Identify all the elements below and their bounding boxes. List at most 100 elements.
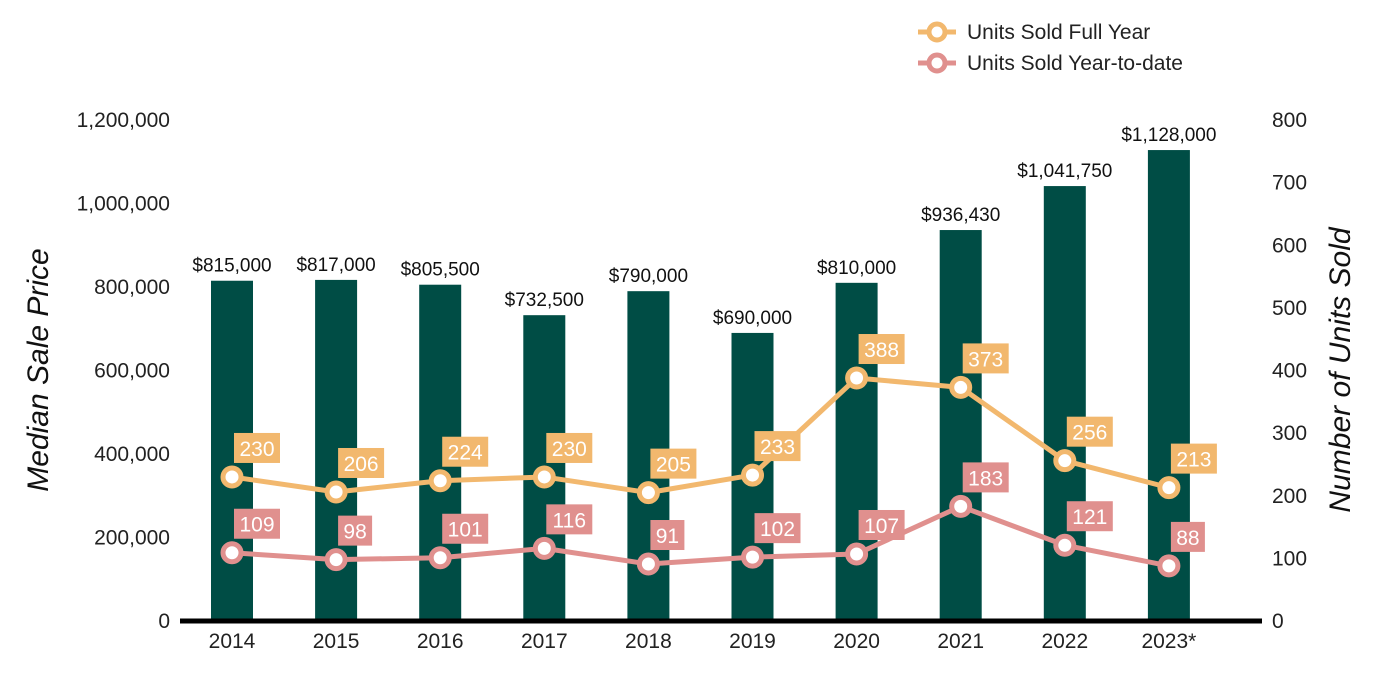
left-y-tick-label: 200,000 xyxy=(94,527,170,550)
data-label: 101 xyxy=(448,519,483,542)
right-y-tick-label: 100 xyxy=(1272,547,1307,570)
x-tick-label: 2017 xyxy=(521,630,568,653)
bar-value-label: $817,000 xyxy=(296,255,375,276)
data-label-box xyxy=(754,431,801,462)
data-point xyxy=(949,494,973,518)
legend: Units Sold Full Year Units Sold Year-to-d… xyxy=(918,21,1183,75)
data-point xyxy=(324,548,348,572)
x-tick-label: 2022 xyxy=(1041,630,1088,653)
bar-value-label: $936,430 xyxy=(921,205,1000,226)
left-y-axis: 0 200,000 400,000 600,000 800,000 1,000,000 1,… xyxy=(77,109,170,633)
data-point xyxy=(636,552,660,576)
data-label: 205 xyxy=(656,454,691,477)
data-label: 91 xyxy=(656,525,679,548)
x-tick-label: 2018 xyxy=(625,630,672,653)
data-point xyxy=(428,469,452,493)
x-tick-label: 2019 xyxy=(729,630,776,653)
data-label-box xyxy=(650,520,685,551)
data-label: 107 xyxy=(864,515,899,538)
data-point xyxy=(845,542,869,566)
data-label: 230 xyxy=(239,438,274,461)
legend-marker xyxy=(926,52,948,74)
data-point xyxy=(845,366,869,390)
data-point xyxy=(428,546,452,570)
data-label: 373 xyxy=(968,348,1003,371)
left-y-tick-label: 0 xyxy=(158,610,170,633)
bar xyxy=(939,230,982,622)
data-point xyxy=(532,536,556,560)
data-label-box xyxy=(650,448,697,479)
bar-value-labels: $815,000 $817,000 $805,500 $732,500 $790,000… xyxy=(192,125,1216,329)
data-label: 230 xyxy=(552,438,587,461)
bar-value-label: $815,000 xyxy=(192,256,271,277)
series-line xyxy=(231,375,1170,496)
data-label: 233 xyxy=(760,436,795,459)
right-y-tick-label: 0 xyxy=(1272,610,1284,633)
bar-value-label: $805,500 xyxy=(401,260,480,281)
x-tick-label: 2015 xyxy=(313,630,360,653)
data-point xyxy=(636,481,660,505)
right-y-tick-label: 600 xyxy=(1272,234,1307,257)
data-label: 102 xyxy=(760,518,795,541)
right-y-tick-label: 300 xyxy=(1272,422,1307,445)
right-y-tick-label: 400 xyxy=(1272,360,1307,383)
data-label-box xyxy=(858,334,905,365)
data-point xyxy=(949,375,973,399)
legend-label: Units Sold Year-to-date xyxy=(967,52,1183,75)
legend-item: Units Sold Full Year xyxy=(918,21,1150,44)
legend-item: Units Sold Year-to-date xyxy=(918,52,1183,75)
bar-value-label: $690,000 xyxy=(713,308,792,329)
legend-marker xyxy=(926,21,948,43)
line-series-year-to-date: 109 98 101 116 91 102 107 183 121 88 xyxy=(220,462,1205,578)
bar-value-label: $790,000 xyxy=(609,266,688,287)
data-point xyxy=(324,480,348,504)
data-label-box xyxy=(338,515,373,546)
x-tick-label: 2021 xyxy=(937,630,984,653)
data-label: 98 xyxy=(343,521,366,544)
line-series-full-year: 230 206 224 230 205 233 388 373 256 213 xyxy=(220,334,1217,505)
data-label: 88 xyxy=(1176,527,1199,550)
data-label-box xyxy=(234,508,280,539)
data-label: 121 xyxy=(1072,506,1107,529)
right-y-tick-label: 200 xyxy=(1272,485,1307,508)
bar-value-label: $810,000 xyxy=(817,258,896,279)
bar-value-label: $1,128,000 xyxy=(1121,125,1216,146)
bar xyxy=(835,282,878,621)
data-label: 213 xyxy=(1176,449,1211,472)
data-label: 388 xyxy=(864,339,899,362)
bar-value-label: $732,500 xyxy=(505,290,584,311)
data-label-box xyxy=(962,343,1009,374)
data-label-box xyxy=(962,462,1009,493)
x-tick-label: 2016 xyxy=(417,630,464,653)
right-axis-title: Number of Units Sold xyxy=(1324,226,1357,512)
right-y-tick-label: 700 xyxy=(1272,172,1307,195)
data-point xyxy=(532,465,556,489)
data-point xyxy=(220,541,244,565)
bar-series xyxy=(211,150,1190,622)
data-point xyxy=(220,465,244,489)
left-axis-title: Median Sale Price xyxy=(22,248,55,491)
x-axis-tick-labels: 2014 2015 2016 2017 2018 2019 2020 2021 2022 2023… xyxy=(209,630,1197,653)
data-point xyxy=(1157,476,1181,500)
right-y-axis: 0 100 200 300 400 500 600 700 800 xyxy=(1272,109,1307,633)
data-label-box xyxy=(1170,521,1205,552)
right-y-tick-label: 500 xyxy=(1272,297,1307,320)
data-label-box xyxy=(1066,416,1113,447)
data-label: 256 xyxy=(1072,422,1107,445)
data-label-box xyxy=(442,513,489,544)
legend-label: Units Sold Full Year xyxy=(967,21,1150,44)
left-y-tick-label: 400,000 xyxy=(94,443,170,466)
left-y-tick-label: 600,000 xyxy=(94,360,170,383)
data-point xyxy=(1053,449,1077,473)
data-point xyxy=(1053,533,1077,557)
bar-value-label: $1,041,750 xyxy=(1017,161,1112,182)
data-label-box xyxy=(234,432,280,463)
series-line xyxy=(231,503,1170,569)
data-label: 109 xyxy=(239,514,274,537)
data-point xyxy=(1157,554,1181,578)
x-tick-label: 2020 xyxy=(833,630,880,653)
data-label: 224 xyxy=(448,442,483,465)
x-tick-label: 2014 xyxy=(209,630,256,653)
left-y-tick-label: 1,200,000 xyxy=(77,109,170,132)
